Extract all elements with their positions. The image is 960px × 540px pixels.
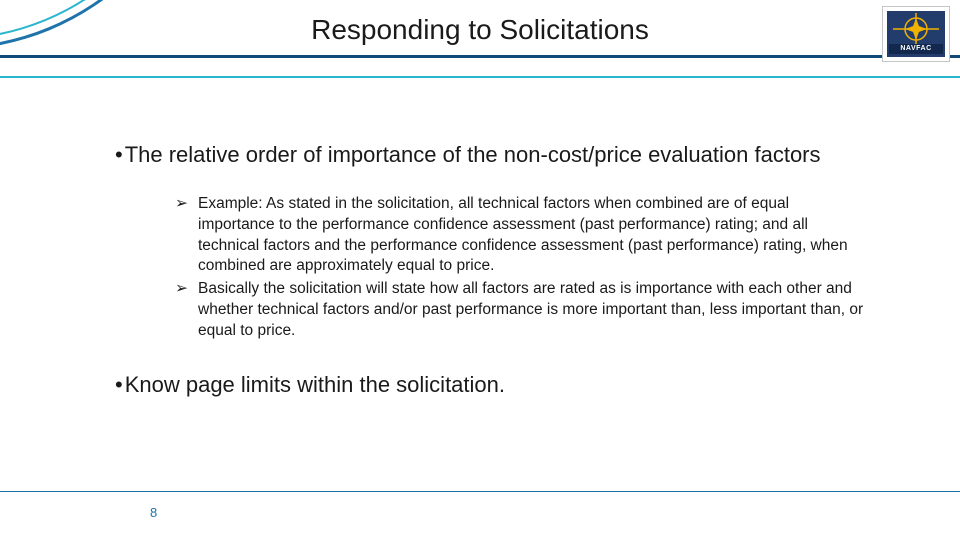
bullet-1-text: The relative order of importance of the … [125,142,821,167]
sub-bullet-list: ➢ Example: As stated in the solicitation… [175,194,870,342]
page-number: 8 [150,505,157,520]
bullet-2-text: Know page limits within the solicitation… [125,372,505,397]
sub-bullet: ➢ Basically the solicitation will state … [175,279,870,342]
bullet-2: •Know page limits within the solicitatio… [115,370,880,400]
footer-divider [0,491,960,492]
divider-dark [0,55,960,58]
sub-bullet: ➢ Example: As stated in the solicitation… [175,194,870,278]
logo-text: NAVFAC [889,44,943,54]
arrow-icon: ➢ [175,279,188,342]
slide-title: Responding to Solicitations [0,14,960,46]
arrow-icon: ➢ [175,194,188,278]
sub-bullet-text: Basically the solicitation will state ho… [198,279,870,342]
divider-light [0,76,960,78]
sub-bullet-text: Example: As stated in the solicitation, … [198,194,870,278]
slide-content: •The relative order of importance of the… [115,140,880,424]
slide-header: Responding to Solicitations NAVFAC [0,0,960,82]
bullet-1: •The relative order of importance of the… [115,140,880,170]
navfac-logo: NAVFAC [882,6,950,62]
